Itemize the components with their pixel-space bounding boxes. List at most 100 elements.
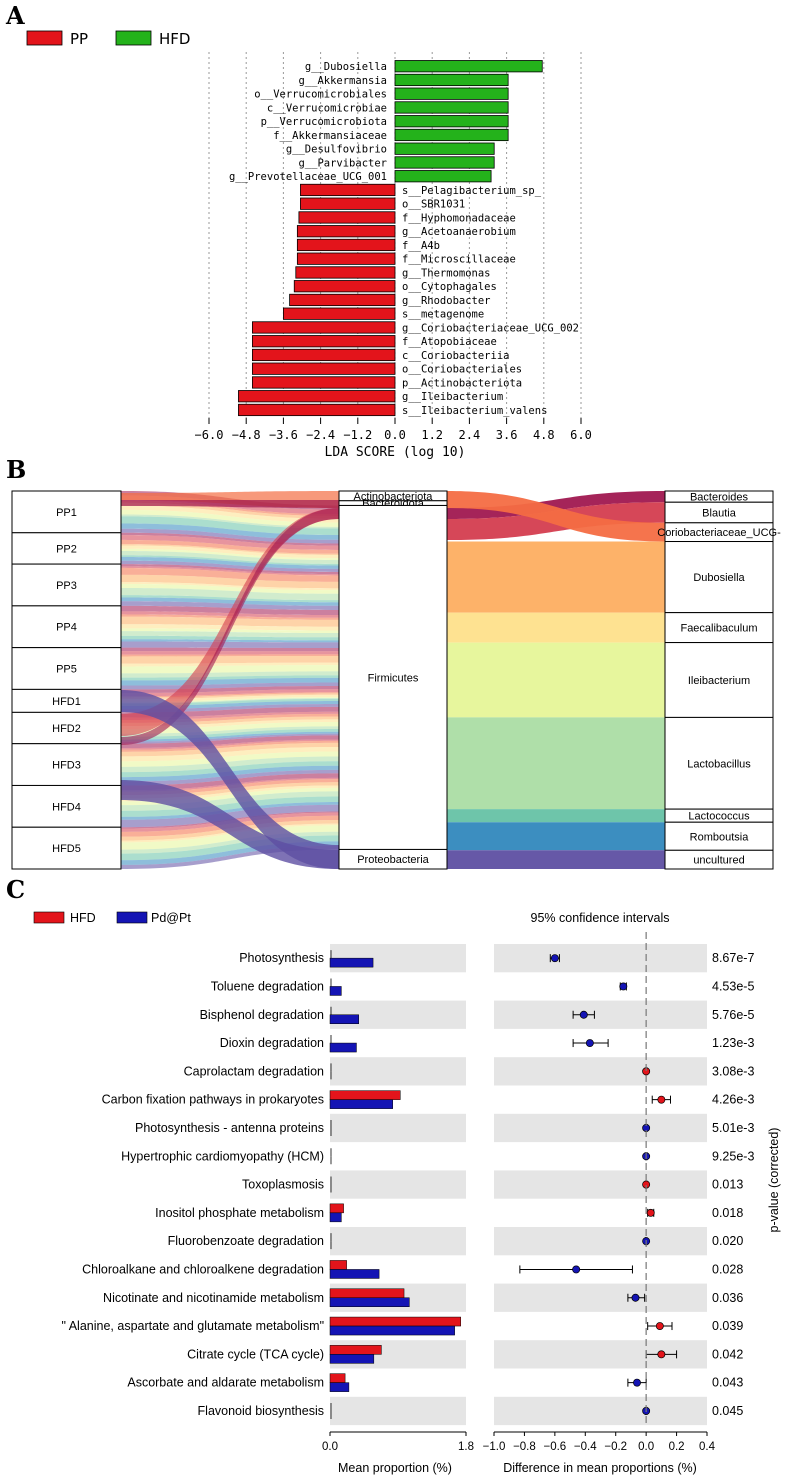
pathway-label: Carbon fixation pathways in prokaryotes [102, 1093, 324, 1107]
p-value: 3.08e-3 [712, 1064, 754, 1078]
pathway-label: Inositol phosphate metabolism [155, 1206, 324, 1220]
lda-x-axis-label: LDA SCORE (log 10) [325, 445, 466, 460]
row-shade-right [494, 1113, 707, 1143]
bar-pdpt [329, 1297, 410, 1307]
pathway-label: Chloroalkane and chloroalkene degradatio… [82, 1262, 324, 1276]
lda-bar-label: c__Verrucomicrobiae [267, 102, 387, 114]
bar-hfd [329, 1316, 461, 1327]
right-tick-label: 0.2 [669, 1441, 685, 1453]
lda-bar-label: s__Ileibacterium_valens [402, 405, 547, 417]
x-tick-label: 1.2 [421, 428, 443, 442]
lda-bar-label: g__Dubosiella [305, 61, 387, 73]
alluvial-ribbon [121, 686, 339, 694]
pathway-label: Caprolactam degradation [184, 1064, 324, 1078]
p-value: 5.01e-3 [712, 1121, 754, 1135]
lda-bar [296, 225, 396, 238]
sample-label: HFD3 [52, 760, 81, 772]
row-shade-right [494, 1283, 707, 1312]
left-tick-label: 1.8 [458, 1441, 474, 1453]
phylum-label: Actinobacteriota [354, 491, 434, 503]
sample-label: PP5 [56, 664, 77, 676]
bar-pdpt [329, 1099, 393, 1109]
row-shade-left [330, 1227, 466, 1256]
alluvial-ribbon [121, 665, 339, 674]
lda-bar [394, 60, 543, 73]
bar-hfd [329, 1373, 346, 1383]
sample-label: HFD5 [52, 843, 81, 855]
alluvial-ribbon [121, 656, 339, 664]
x-tick-label: 4.8 [533, 428, 555, 442]
lda-bar [394, 101, 509, 114]
alluvial-ribbon [121, 502, 339, 519]
lda-bar [394, 156, 495, 169]
lda-bar-label: g__Parvibacter [298, 157, 387, 169]
lda-bar-label: o__Coriobacteriales [402, 364, 522, 376]
row-shade-right [494, 1227, 707, 1256]
panel-letter-b: B [6, 455, 26, 484]
alluvial-ribbon [121, 500, 339, 517]
alluvial-ribbon [121, 567, 339, 582]
legend-label-hfd: HFD [159, 30, 190, 48]
p-value: 4.26e-3 [712, 1093, 754, 1107]
lda-bar [296, 252, 396, 265]
right-tick-label: 0.4 [699, 1441, 716, 1453]
x-tick-label: 2.4 [459, 428, 481, 442]
x-tick-label: −1.2 [343, 428, 372, 442]
c-rows: Photosynthesis 8.67e-7 Toluene degradation… [62, 944, 754, 1426]
bar-pdpt [329, 957, 374, 968]
alluvial-ribbon [121, 508, 339, 745]
alluvial-ribbon [121, 746, 339, 762]
pathway-label: Nicotinate and nicotinamide metabolism [103, 1291, 324, 1305]
lda-bar [289, 293, 396, 307]
c-right-x-label: Difference in mean proportions (%) [503, 1461, 697, 1475]
phylum-node [338, 848, 448, 870]
right-tick-label: −0.8 [513, 1441, 536, 1453]
bar-pdpt [329, 1325, 455, 1336]
alluvial-ribbon [121, 509, 339, 527]
ci-point [646, 1208, 655, 1217]
phylum-label: Firmicutes [368, 672, 419, 684]
lda-bar-label: f__Akkermansiaceae [273, 130, 387, 142]
genus-label: Faecalibaculum [680, 623, 757, 635]
sample-label: PP4 [56, 622, 77, 634]
alluvial-ribbon [121, 731, 339, 742]
p-value: 8.67e-7 [712, 951, 754, 965]
lda-bar [282, 307, 396, 320]
alluvial-ribbon [121, 544, 339, 556]
x-tick-label: 0.0 [384, 428, 406, 442]
bar-pdpt [329, 1382, 350, 1392]
lda-bar-label: g__Thermomonas [402, 267, 491, 279]
x-tick-label: −4.8 [232, 428, 261, 442]
lda-bar [238, 390, 396, 403]
sample-node [11, 826, 122, 870]
alluvial-ribbon [121, 845, 339, 869]
ci-point [572, 1265, 581, 1274]
lda-bar-label: g__Acetoanaerobium [402, 226, 516, 238]
bar-hfd [329, 1288, 405, 1298]
alluvial-ribbon [121, 535, 339, 550]
p-value: 5.76e-5 [712, 1008, 754, 1022]
alluvial-ribbon [121, 740, 339, 752]
row-shade-left [330, 1170, 466, 1199]
lda-bar-label: g__Coriobacteriaceae_UCG_002 [402, 322, 579, 334]
alluvial-ribbon [121, 735, 339, 749]
lda-bar-label: c__Coriobacteriia [402, 350, 509, 362]
alluvial-ribbon [121, 733, 339, 744]
lda-bar-label: o__SBR1031 [402, 199, 465, 211]
p-value: 0.042 [712, 1347, 743, 1361]
x-tick-label: 3.6 [496, 428, 518, 442]
legend-swatch-hfd-c [33, 911, 65, 924]
sample-node [11, 605, 122, 649]
genus-label: Dubosiella [693, 572, 745, 584]
genus-node [664, 541, 774, 614]
ci-point [550, 954, 559, 963]
sample-label: HFD2 [52, 723, 81, 735]
alluvial-genus-band [447, 642, 665, 718]
pathway-label: " Alanine, aspartate and glutamate metab… [62, 1319, 325, 1333]
alluvial-ribbon [121, 671, 339, 678]
lda-bar [300, 197, 396, 210]
alluvial-ribbon [121, 739, 339, 750]
lda-bar [251, 348, 396, 362]
lda-bar-label: s__metagenome [402, 309, 484, 321]
